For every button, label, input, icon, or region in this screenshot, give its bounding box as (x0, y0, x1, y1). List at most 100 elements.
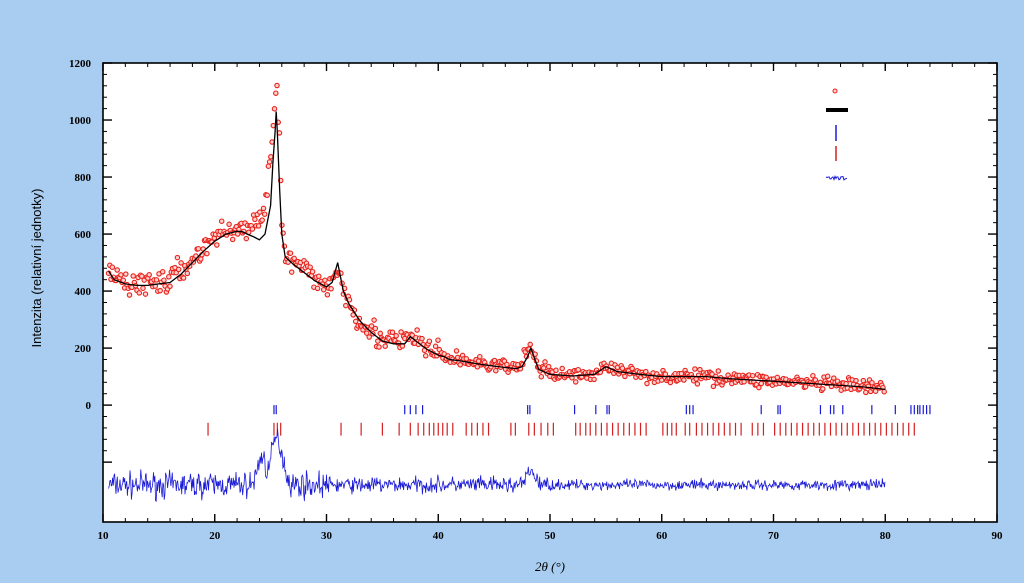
observed-point-608 (853, 377, 859, 384)
observed-point-468 (681, 377, 687, 383)
observed-point-42 (157, 287, 163, 294)
observed-points-group (105, 82, 887, 396)
observed-point-64 (184, 270, 191, 277)
observed-point-127 (261, 211, 268, 217)
observed-point-129 (264, 192, 270, 199)
observed-point-214 (368, 323, 375, 329)
observed-point-20 (130, 273, 136, 279)
y-tick-label-3: 600 (75, 229, 92, 241)
observed-point-261 (426, 338, 433, 344)
observed-point-33 (146, 272, 152, 278)
observed-point-426 (629, 365, 635, 372)
observed-point-210 (363, 330, 370, 336)
observed-point-117 (249, 226, 256, 232)
observed-point-616 (863, 389, 869, 396)
observed-point-266 (432, 343, 439, 350)
plot-area (103, 63, 997, 522)
observed-point-136 (273, 90, 279, 96)
x-tick-label-0: 10 (98, 530, 110, 542)
x-tick-label-2: 30 (321, 530, 333, 542)
x-tick-label-8: 90 (992, 530, 1004, 542)
observed-point-137 (274, 82, 280, 89)
observed-point-98 (226, 221, 232, 228)
observed-point-231 (389, 329, 396, 336)
observed-point-7 (114, 267, 120, 273)
observed-point-624 (872, 388, 879, 394)
observed-point-251 (414, 327, 420, 333)
observed-point-535 (763, 374, 769, 381)
observed-point-88 (214, 242, 220, 248)
observed-point-631 (881, 388, 887, 395)
observed-point-225 (382, 343, 388, 349)
observed-point-221 (377, 330, 384, 337)
legend-difference-symbol (825, 175, 848, 181)
observed-point-122 (255, 223, 262, 229)
observed-point-238 (398, 329, 404, 335)
observed-point-56 (174, 254, 181, 261)
observed-point-181 (328, 286, 334, 292)
difference-curve-group (108, 428, 886, 503)
observed-point-453 (662, 371, 669, 377)
y-tick-label-5: 1000 (69, 115, 92, 127)
calculated-curve-group (108, 111, 886, 391)
observed-point-481 (697, 366, 703, 373)
observed-point-324 (504, 361, 510, 368)
observed-point-57 (175, 266, 182, 273)
observed-point-3 (109, 264, 116, 270)
observed-point-27 (139, 273, 145, 279)
observed-point-175 (320, 286, 327, 293)
observed-point-151 (291, 255, 297, 262)
observed-point-369 (559, 365, 565, 372)
y-axis-label: Intenzita (relativní jednotky) (29, 189, 44, 348)
observed-point-343 (527, 341, 533, 348)
y-tick-label-6: 1200 (69, 58, 92, 70)
observed-point-247 (409, 332, 415, 338)
observed-point-585 (824, 373, 831, 380)
x-tick-label-5: 60 (656, 530, 668, 542)
observed-point-193 (343, 302, 349, 309)
y-tick-labels-group: 0 200 400 600 800 1000 1200 (69, 58, 92, 412)
observed-point-112 (243, 235, 250, 242)
observed-point-268 (435, 337, 441, 343)
observed-point-621 (869, 379, 875, 386)
observed-point-573 (810, 372, 816, 379)
observed-point-438 (644, 380, 650, 387)
observed-point-477 (692, 366, 698, 372)
observed-point-567 (802, 383, 809, 390)
observed-point-216 (371, 317, 377, 323)
observed-point-44 (159, 269, 166, 275)
x-tick-label-7: 80 (880, 530, 892, 542)
observed-point-30 (142, 291, 149, 297)
observed-point-358 (545, 363, 552, 370)
x-tick-labels-group: 10 20 30 40 50 60 70 80 90 (98, 530, 1004, 542)
observed-point-50 (167, 283, 173, 290)
x-tick-label-1: 20 (209, 530, 221, 542)
x-tick-label-3: 40 (433, 530, 445, 542)
observed-point-126 (260, 205, 267, 212)
observed-point-148 (287, 250, 294, 256)
observed-point-119 (252, 216, 258, 223)
observed-point-17 (126, 292, 133, 298)
y-tick-label-2: 400 (75, 286, 92, 298)
observed-point-73 (195, 245, 202, 252)
phase-markers-group (207, 405, 931, 436)
observed-point-164 (307, 264, 313, 270)
observed-point-131 (266, 159, 273, 165)
observed-point-291 (463, 356, 470, 362)
observed-point-61 (180, 275, 187, 281)
observed-point-382 (575, 366, 581, 373)
observed-point-170 (314, 285, 321, 292)
observed-point-92 (218, 218, 225, 224)
observed-point-352 (538, 373, 545, 380)
observed-point-12 (120, 277, 127, 284)
observed-point-496 (715, 368, 722, 374)
axis-ticks-group (102, 62, 998, 522)
observed-point-286 (457, 362, 463, 368)
observed-point-125 (259, 217, 265, 223)
observed-point-135 (271, 106, 278, 112)
observed-point-80 (204, 250, 210, 257)
observed-point-149 (288, 269, 295, 275)
observed-point-614 (860, 377, 867, 384)
